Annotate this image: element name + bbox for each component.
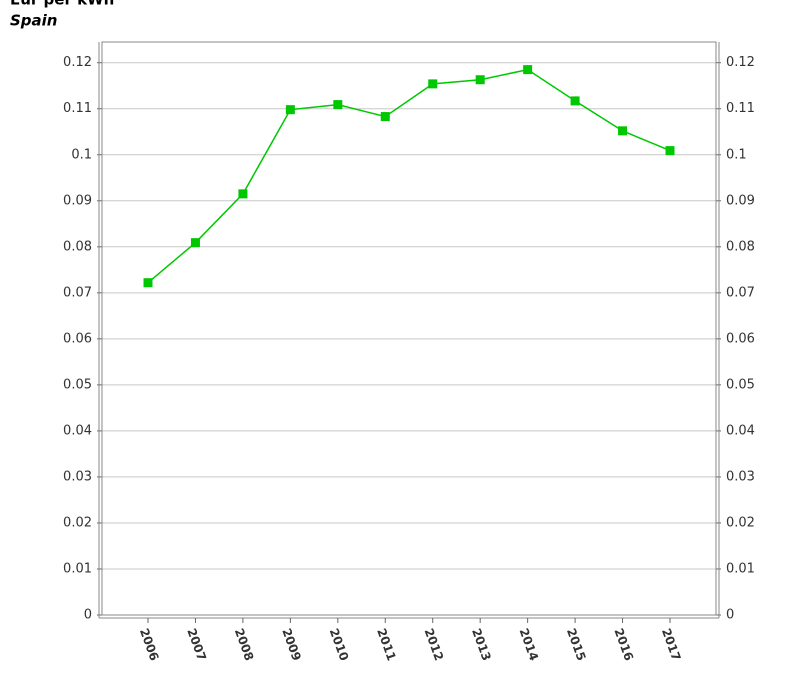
y2-tick-label: 0.1	[726, 147, 747, 162]
x-tick-label: 2017	[659, 626, 684, 662]
y-tick-label: 0.01	[63, 561, 92, 576]
y2-tick-label: 0.03	[726, 469, 755, 484]
y2-tick-label: 0.01	[726, 561, 755, 576]
x-tick-label: 2013	[469, 626, 494, 662]
marker	[618, 126, 628, 136]
y-tick-label: 0.05	[63, 377, 92, 392]
marker	[665, 146, 675, 156]
y2-tick-label: 0	[726, 608, 734, 623]
y2-tick-label: 0.06	[726, 331, 755, 346]
marker	[333, 100, 343, 110]
plot-frame	[101, 41, 717, 616]
y2-tick-label: 0.05	[726, 377, 755, 392]
chart-subtitle: Spain	[10, 12, 57, 30]
x-tick-label: 2008	[232, 626, 257, 662]
marker	[238, 189, 248, 199]
y-tick-label: 0.09	[63, 193, 92, 208]
x-tick-label: 2011	[374, 626, 399, 662]
x-tick-label: 2016	[611, 626, 636, 662]
y-tick-label: 0.11	[63, 101, 92, 116]
chart-title: Eur per kWh	[10, 0, 114, 9]
y-tick-label: 0.02	[63, 515, 92, 530]
line	[147, 68, 671, 284]
x-tick-label: 2010	[327, 626, 352, 662]
y-tick-label: 0.07	[63, 285, 92, 300]
x-tick-label: 2009	[279, 626, 304, 662]
x-tick-label: 2007	[184, 626, 209, 662]
marker	[190, 238, 200, 248]
x-tick-label: 2015	[564, 626, 589, 662]
y-tick-label: 0.06	[63, 331, 92, 346]
y-tick-label: 0.03	[63, 469, 92, 484]
y2-tick-label: 0.12	[726, 55, 755, 70]
marker	[475, 75, 485, 85]
y-tick-label: 0	[84, 608, 92, 623]
y-tick-label: 0.12	[63, 55, 92, 70]
y-tick-label: 0.1	[71, 147, 92, 162]
marker	[523, 65, 533, 75]
marker	[143, 278, 153, 288]
y-tick-label: 0.08	[63, 239, 92, 254]
y2-tick-label: 0.02	[726, 515, 755, 530]
y2-tick-label: 0.08	[726, 239, 755, 254]
marker	[285, 105, 295, 115]
y2-tick-label: 0.09	[726, 193, 755, 208]
y2-tick-label: 0.11	[726, 101, 755, 116]
x-tick-label: 2012	[422, 626, 447, 662]
x-tick-label: 2006	[137, 626, 162, 662]
marker	[570, 96, 580, 106]
marker	[380, 112, 390, 122]
y2-tick-label: 0.04	[726, 423, 755, 438]
x-tick-label: 2014	[517, 626, 542, 662]
marker	[428, 79, 438, 89]
y2-tick-label: 0.07	[726, 285, 755, 300]
y-tick-label: 0.04	[63, 423, 92, 438]
